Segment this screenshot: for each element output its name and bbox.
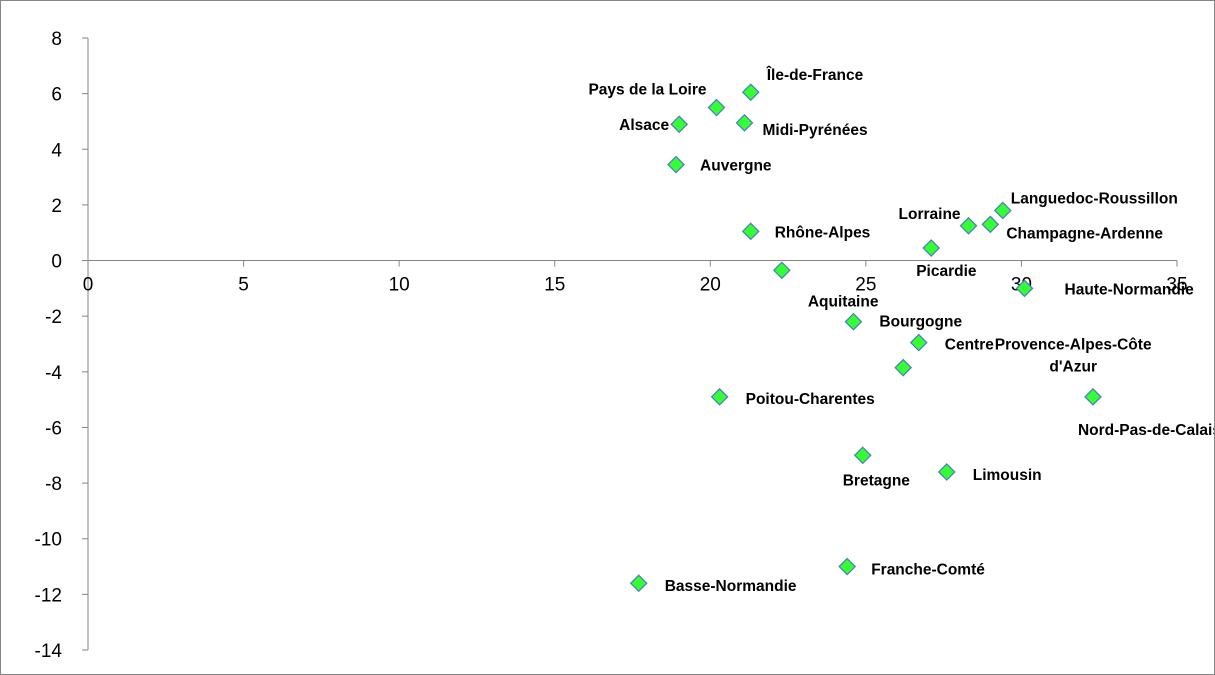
axes (82, 37, 1178, 651)
y-tick-label: -14 (35, 641, 63, 662)
y-tick-labels: 8 6 4 2 0 -2 -4 -6 -8 -10 -12 -14 (35, 29, 63, 662)
point-label: Picardie (916, 263, 977, 280)
point-label: Auvergne (700, 158, 772, 175)
data-point (894, 358, 913, 377)
point-label: Basse-Normandie (665, 578, 797, 595)
x-tick-label: 0 (83, 275, 94, 296)
y-tick-label: -10 (35, 530, 62, 551)
x-tick-label: 35 (1166, 275, 1187, 296)
data-point (1015, 279, 1034, 298)
point-label: Poitou-Charentes (746, 391, 875, 408)
point-label: Île-de-France (766, 66, 864, 84)
point-label: Languedoc-Roussillon (1011, 190, 1178, 207)
point-label: Limousin (973, 467, 1042, 484)
point-label: Haute-Normandie (1065, 281, 1195, 298)
x-tick-label: 10 (389, 275, 410, 296)
data-points (629, 83, 1102, 593)
point-label: Rhône-Alpes (775, 224, 871, 241)
data-point (710, 387, 729, 406)
x-tick-label: 15 (544, 275, 565, 296)
data-point (993, 201, 1012, 220)
data-point (844, 312, 863, 331)
point-labels: Île-de-France Pays de la Loire Alsace Midi-… (588, 66, 1214, 595)
data-point (1084, 387, 1102, 406)
x-tick-label: 20 (700, 275, 721, 296)
y-tick-label: 8 (51, 29, 62, 50)
y-tick-label: 4 (51, 140, 62, 161)
y-tick-label: -6 (45, 418, 62, 439)
point-label: Nord-Pas-de-Calais (1078, 422, 1214, 439)
data-point (981, 215, 1000, 234)
y-tick-label: -8 (45, 474, 62, 495)
point-label: Centre (945, 337, 994, 354)
data-point (670, 115, 689, 134)
point-label: Midi-Pyrénées (763, 122, 868, 139)
data-point (937, 463, 956, 481)
y-tick-label: -2 (45, 307, 62, 328)
data-point (853, 446, 872, 465)
data-point (909, 333, 928, 352)
data-point (959, 216, 978, 235)
data-point (741, 83, 760, 102)
data-point (707, 98, 726, 117)
y-tick-label: -4 (45, 363, 62, 384)
x-tick-label: 5 (238, 275, 249, 296)
y-tick-label: 2 (51, 196, 62, 217)
point-label: Franche-Comté (871, 562, 985, 579)
y-tick-label: 0 (51, 252, 62, 273)
point-label: Aquitaine (808, 293, 879, 310)
data-point (772, 261, 791, 280)
point-label: Provence-Alpes-Côte d'Azur (995, 337, 1152, 376)
point-label: Pays de la Loire (588, 82, 706, 99)
point-label: Lorraine (899, 206, 961, 223)
point-label: Bretagne (843, 472, 911, 489)
y-tick-label: 6 (51, 85, 62, 106)
data-point (667, 155, 685, 174)
x-tick-label: 25 (855, 275, 876, 296)
point-label: Alsace (619, 117, 669, 134)
point-label: Champagne-Ardenne (1006, 225, 1163, 242)
data-point (838, 557, 857, 576)
point-label: Bourgogne (879, 314, 962, 331)
data-point (629, 574, 648, 593)
data-point (922, 239, 941, 257)
data-point (735, 113, 754, 132)
data-point (741, 222, 760, 241)
y-tick-label: -12 (35, 585, 62, 606)
